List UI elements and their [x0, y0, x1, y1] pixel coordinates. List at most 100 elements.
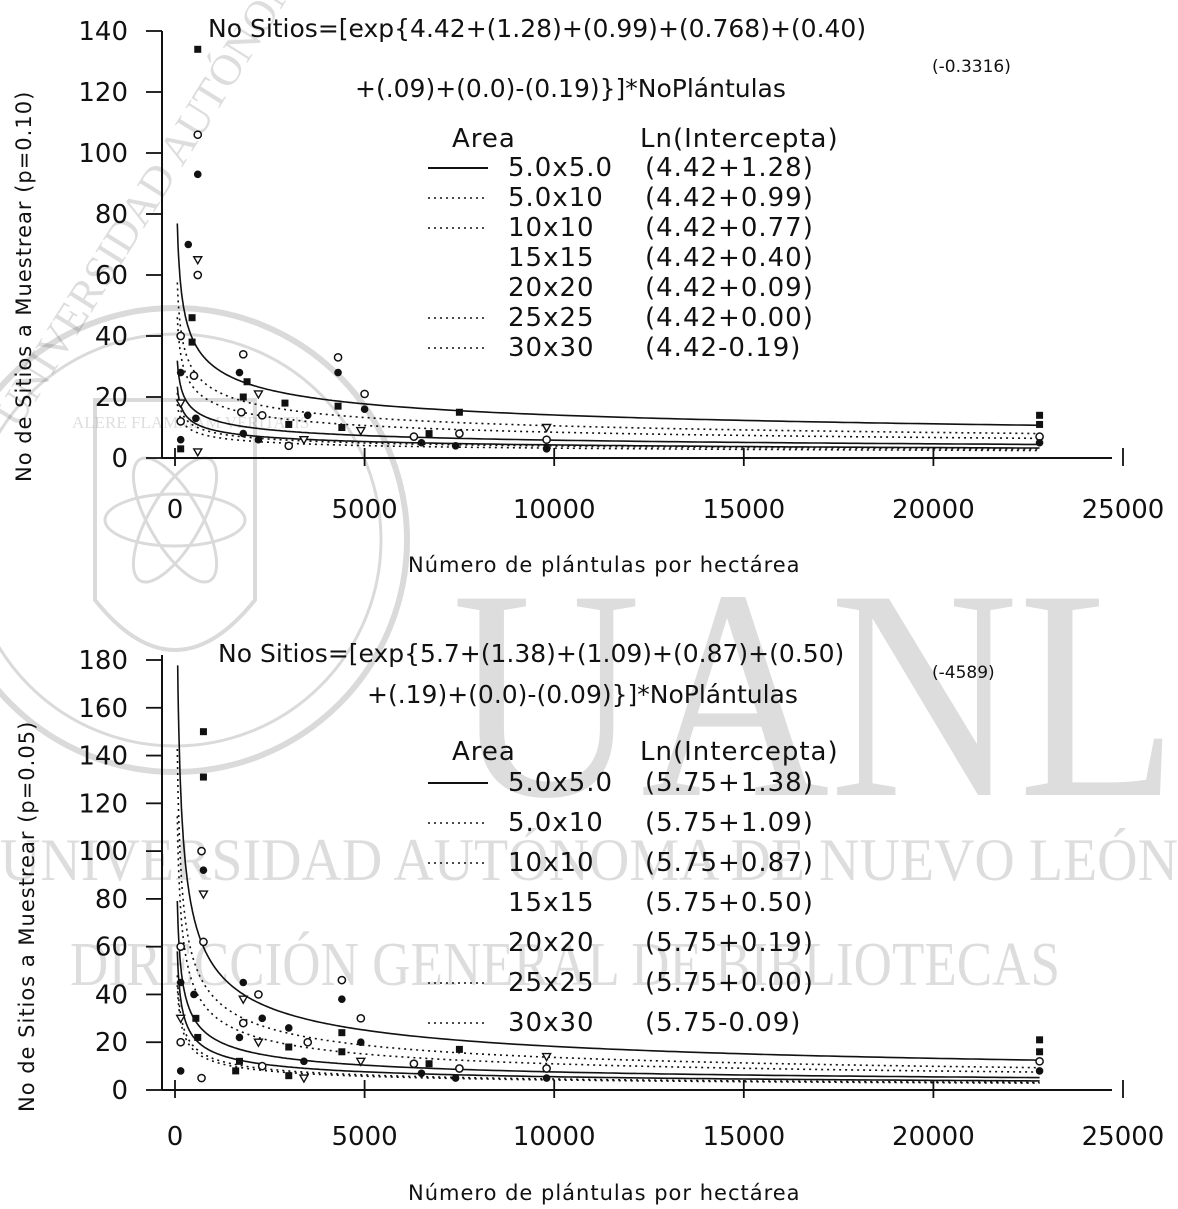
data-point	[239, 978, 248, 987]
data-point	[176, 435, 185, 444]
legend-intercept-label: (4.42+0.09)	[645, 273, 814, 303]
data-point	[1036, 1036, 1044, 1044]
data-point	[193, 130, 203, 140]
curve-15x15	[176, 360, 1040, 446]
data-point	[355, 1057, 367, 1067]
y-axis-label: No de Sitios a Muestrear (p=0.05)	[15, 721, 39, 1112]
curve-25x25	[176, 975, 1040, 1084]
data-point	[417, 1069, 426, 1078]
data-point	[298, 436, 310, 446]
y-tick-label: 60	[95, 261, 128, 291]
legend-intercept-label: (5.75-0.09)	[645, 1008, 801, 1038]
x-tick-label: 25000	[1082, 495, 1165, 525]
data-point	[176, 331, 186, 341]
curve-30x30	[176, 985, 1040, 1084]
data-point	[189, 371, 199, 380]
data-point	[285, 420, 293, 428]
y-tick-label: 120	[78, 789, 128, 819]
x-tick-label: 25000	[1082, 1122, 1165, 1152]
legend-header-area: Area	[452, 737, 516, 767]
legend-header-intercept: Ln(Intercepta)	[640, 737, 839, 767]
data-point	[334, 368, 342, 377]
x-tick-label: 15000	[702, 1122, 785, 1152]
data-point	[451, 1074, 460, 1082]
data-point	[451, 442, 460, 450]
data-point	[356, 1013, 366, 1023]
data-point	[194, 45, 202, 53]
legend-header-intercept: Ln(Intercepta)	[640, 124, 839, 154]
data-point	[357, 1038, 365, 1047]
curve-20x20	[176, 951, 1040, 1082]
y-tick-label: 140	[78, 742, 128, 772]
data-point	[176, 417, 186, 426]
data-point	[258, 1014, 267, 1023]
data-point	[175, 1014, 186, 1024]
legend-header-area: Area	[452, 124, 516, 154]
data-point	[239, 393, 247, 401]
data-point	[193, 170, 202, 179]
y-axis-label: No de Sitios a Muestrear (p=0.10)	[12, 91, 36, 482]
data-point	[338, 424, 346, 431]
legend-area-label: 5.0x5.0	[508, 153, 613, 183]
data-point	[455, 408, 463, 416]
x-tick-label: 15000	[702, 495, 785, 525]
data-point	[235, 1033, 244, 1042]
y-tick-label: 40	[95, 322, 128, 352]
data-point	[232, 1067, 240, 1075]
data-point	[1035, 1056, 1044, 1066]
data-point	[184, 240, 193, 249]
data-point	[355, 426, 367, 436]
legend-intercept-label: (5.75+0.87)	[645, 848, 814, 878]
data-point	[192, 414, 200, 423]
data-point	[257, 1061, 267, 1071]
data-point	[409, 432, 419, 441]
watermark-seal-inner-text: ALERE FLAMMAM VERITATIS	[72, 413, 309, 432]
y-tick-label: 160	[78, 694, 128, 724]
data-point	[199, 773, 207, 781]
chart-bottom: No Sitios=[exp{5.7+(1.38)+(1.09)+(0.87)+…	[15, 639, 1164, 1205]
data-point	[455, 429, 464, 438]
data-point	[238, 995, 249, 1005]
legend-intercept-label: (5.75+0.00)	[645, 968, 814, 998]
legend-area-label: 10x10	[508, 213, 595, 243]
equation-line-1: No Sitios=[exp{4.42+(1.28)+(0.99)+(0.768…	[208, 14, 866, 43]
legend-intercept-label: (5.75+0.50)	[645, 888, 814, 918]
data-point	[257, 410, 267, 420]
observed-points	[175, 45, 1044, 458]
y-axis: 0 20 40 60 80 100 120 140 160 180	[78, 646, 163, 1106]
data-point	[192, 448, 203, 458]
data-point	[253, 1038, 264, 1048]
x-tick-label: 5000	[332, 1122, 398, 1152]
data-point	[254, 435, 263, 444]
y-tick-label: 120	[78, 78, 128, 108]
observed-points	[175, 728, 1044, 1084]
data-point	[338, 995, 346, 1004]
data-point	[1036, 420, 1044, 428]
data-point	[285, 1072, 293, 1080]
x-axis: 0 5000 10000 15000 20000 25000	[162, 1080, 1164, 1152]
data-point	[360, 405, 369, 414]
data-point	[197, 1073, 206, 1083]
equation-exponent: (-0.3316)	[932, 57, 1011, 77]
legend-intercept-label: (4.42+0.77)	[645, 213, 814, 243]
legend-area-label: 5.0x10	[508, 808, 604, 838]
curve-25x25	[176, 392, 1040, 450]
data-point	[542, 445, 551, 453]
data-point	[237, 407, 246, 417]
data-point	[455, 1045, 463, 1053]
data-point	[198, 890, 209, 900]
x-axis-label: Número de plántulas por hectárea	[408, 553, 801, 577]
legend-intercept-label: (5.75+0.19)	[645, 928, 814, 958]
y-tick-label: 140	[78, 17, 128, 47]
legend-area-label: 20x20	[508, 273, 595, 303]
x-tick-label: 20000	[892, 1122, 975, 1152]
legend-intercept-label: (5.75+1.09)	[645, 808, 814, 838]
data-point	[333, 353, 343, 362]
data-point	[176, 1067, 185, 1075]
university-seal	[0, 305, 410, 775]
data-point	[1036, 1048, 1044, 1056]
data-point	[238, 1018, 248, 1028]
y-tick-label: 0	[111, 1076, 128, 1106]
data-point	[541, 1052, 552, 1062]
